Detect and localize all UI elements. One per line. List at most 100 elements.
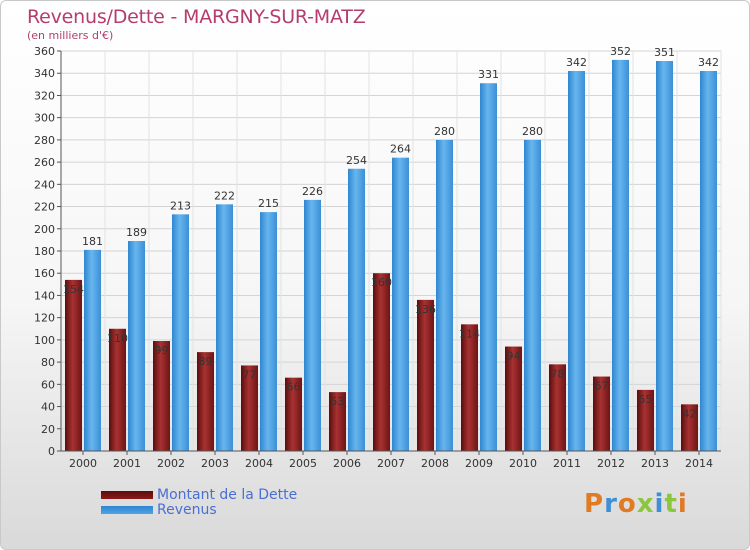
data-label-debt: 154 bbox=[63, 283, 84, 296]
data-label-debt: 78 bbox=[551, 367, 565, 380]
data-label-debt: 160 bbox=[371, 276, 392, 289]
bar-debt bbox=[285, 377, 302, 451]
bar-debt bbox=[549, 364, 566, 451]
bar-revenue bbox=[304, 199, 321, 451]
y-tick-label: 240 bbox=[34, 178, 55, 191]
data-label-debt: 55 bbox=[639, 393, 653, 406]
chart-subtitle: (en milliers d'€) bbox=[27, 29, 114, 42]
bar-revenue bbox=[392, 157, 409, 451]
data-label-debt: 77 bbox=[243, 368, 257, 381]
data-label-debt: 42 bbox=[683, 407, 697, 420]
legend-label-debt: Montant de la Dette bbox=[157, 487, 298, 503]
data-label-debt: 53 bbox=[331, 395, 345, 408]
x-tick-label: 2002 bbox=[157, 457, 185, 470]
y-tick-label: 300 bbox=[34, 112, 55, 125]
data-label-debt: 66 bbox=[287, 381, 301, 394]
y-tick-label: 0 bbox=[48, 445, 55, 458]
y-tick-label: 340 bbox=[34, 67, 55, 80]
y-tick-label: 120 bbox=[34, 312, 55, 325]
bar-debt bbox=[461, 324, 478, 451]
bar-revenue bbox=[128, 241, 145, 451]
y-tick-label: 200 bbox=[34, 223, 55, 236]
data-label-revenue: 226 bbox=[302, 185, 323, 198]
x-tick-label: 2001 bbox=[113, 457, 141, 470]
bar-debt bbox=[153, 341, 170, 451]
y-tick-label: 80 bbox=[41, 356, 55, 369]
bar-revenue bbox=[172, 214, 189, 451]
data-label-revenue: 254 bbox=[346, 154, 367, 167]
data-label-debt: 89 bbox=[199, 355, 213, 368]
y-tick-label: 360 bbox=[34, 45, 55, 58]
data-label-revenue: 331 bbox=[478, 68, 499, 81]
bar-revenue bbox=[524, 139, 541, 451]
legend-label-revenue: Revenus bbox=[157, 502, 217, 518]
x-tick-label: 2013 bbox=[641, 457, 669, 470]
data-label-revenue: 342 bbox=[698, 56, 719, 69]
y-tick-label: 20 bbox=[41, 423, 55, 436]
data-label-revenue: 280 bbox=[522, 125, 543, 138]
bar-debt bbox=[373, 273, 390, 451]
x-tick-label: 2012 bbox=[597, 457, 625, 470]
data-label-revenue: 342 bbox=[566, 56, 587, 69]
legend-swatch-debt bbox=[101, 491, 153, 499]
bar-revenue bbox=[216, 204, 233, 451]
y-tick-label: 140 bbox=[34, 289, 55, 302]
bar-debt bbox=[197, 352, 214, 451]
x-tick-label: 2014 bbox=[685, 457, 713, 470]
data-label-revenue: 215 bbox=[258, 197, 279, 210]
data-label-revenue: 222 bbox=[214, 189, 235, 202]
x-tick-label: 2009 bbox=[465, 457, 493, 470]
bar-debt bbox=[65, 279, 82, 451]
y-tick-label: 280 bbox=[34, 134, 55, 147]
data-label-revenue: 351 bbox=[654, 46, 675, 59]
data-label-revenue: 280 bbox=[434, 125, 455, 138]
y-tick-label: 160 bbox=[34, 267, 55, 280]
legend-item-revenue: Revenus bbox=[101, 502, 217, 518]
x-tick-label: 2011 bbox=[553, 457, 581, 470]
bar-debt bbox=[329, 392, 346, 451]
x-tick-label: 2006 bbox=[333, 457, 361, 470]
data-label-revenue: 181 bbox=[82, 235, 103, 248]
data-label-revenue: 213 bbox=[170, 199, 191, 212]
x-tick-label: 2004 bbox=[245, 457, 273, 470]
y-tick-label: 260 bbox=[34, 156, 55, 169]
data-label-revenue: 189 bbox=[126, 226, 147, 239]
x-tick-label: 2003 bbox=[201, 457, 229, 470]
proxiti-logo: Proxiti bbox=[584, 489, 688, 519]
data-label-debt: 114 bbox=[459, 327, 480, 340]
bar-revenue bbox=[84, 249, 101, 451]
x-tick-label: 2000 bbox=[69, 457, 97, 470]
x-tick-label: 2010 bbox=[509, 457, 537, 470]
x-tick-label: 2008 bbox=[421, 457, 449, 470]
y-tick-label: 180 bbox=[34, 245, 55, 258]
data-label-debt: 136 bbox=[415, 303, 436, 316]
x-tick-label: 2007 bbox=[377, 457, 405, 470]
bar-revenue bbox=[568, 71, 585, 451]
data-label-revenue: 264 bbox=[390, 143, 411, 156]
chart-title: Revenus/Dette - MARGNY-SUR-MATZ bbox=[27, 6, 366, 28]
y-tick-label: 60 bbox=[41, 378, 55, 391]
bar-revenue bbox=[700, 71, 717, 451]
y-tick-label: 320 bbox=[34, 89, 55, 102]
bar-debt bbox=[109, 328, 126, 451]
bar-debt bbox=[681, 404, 698, 451]
data-label-revenue: 352 bbox=[610, 45, 631, 58]
data-label-debt: 67 bbox=[595, 380, 609, 393]
legend-swatch-revenue bbox=[101, 506, 153, 514]
y-tick-label: 40 bbox=[41, 401, 55, 414]
bar-revenue bbox=[260, 212, 277, 451]
bar-revenue bbox=[436, 139, 453, 451]
bar-debt bbox=[505, 346, 522, 451]
data-label-debt: 94 bbox=[507, 350, 521, 363]
legend-item-debt: Montant de la Dette bbox=[101, 487, 297, 503]
bar-debt bbox=[241, 365, 258, 451]
bar-debt bbox=[593, 376, 610, 451]
bar-revenue bbox=[656, 61, 673, 451]
bar-revenue bbox=[480, 83, 497, 451]
y-tick-label: 100 bbox=[34, 334, 55, 347]
y-tick-label: 220 bbox=[34, 201, 55, 214]
bar-debt bbox=[417, 299, 434, 451]
data-label-debt: 110 bbox=[107, 332, 128, 345]
